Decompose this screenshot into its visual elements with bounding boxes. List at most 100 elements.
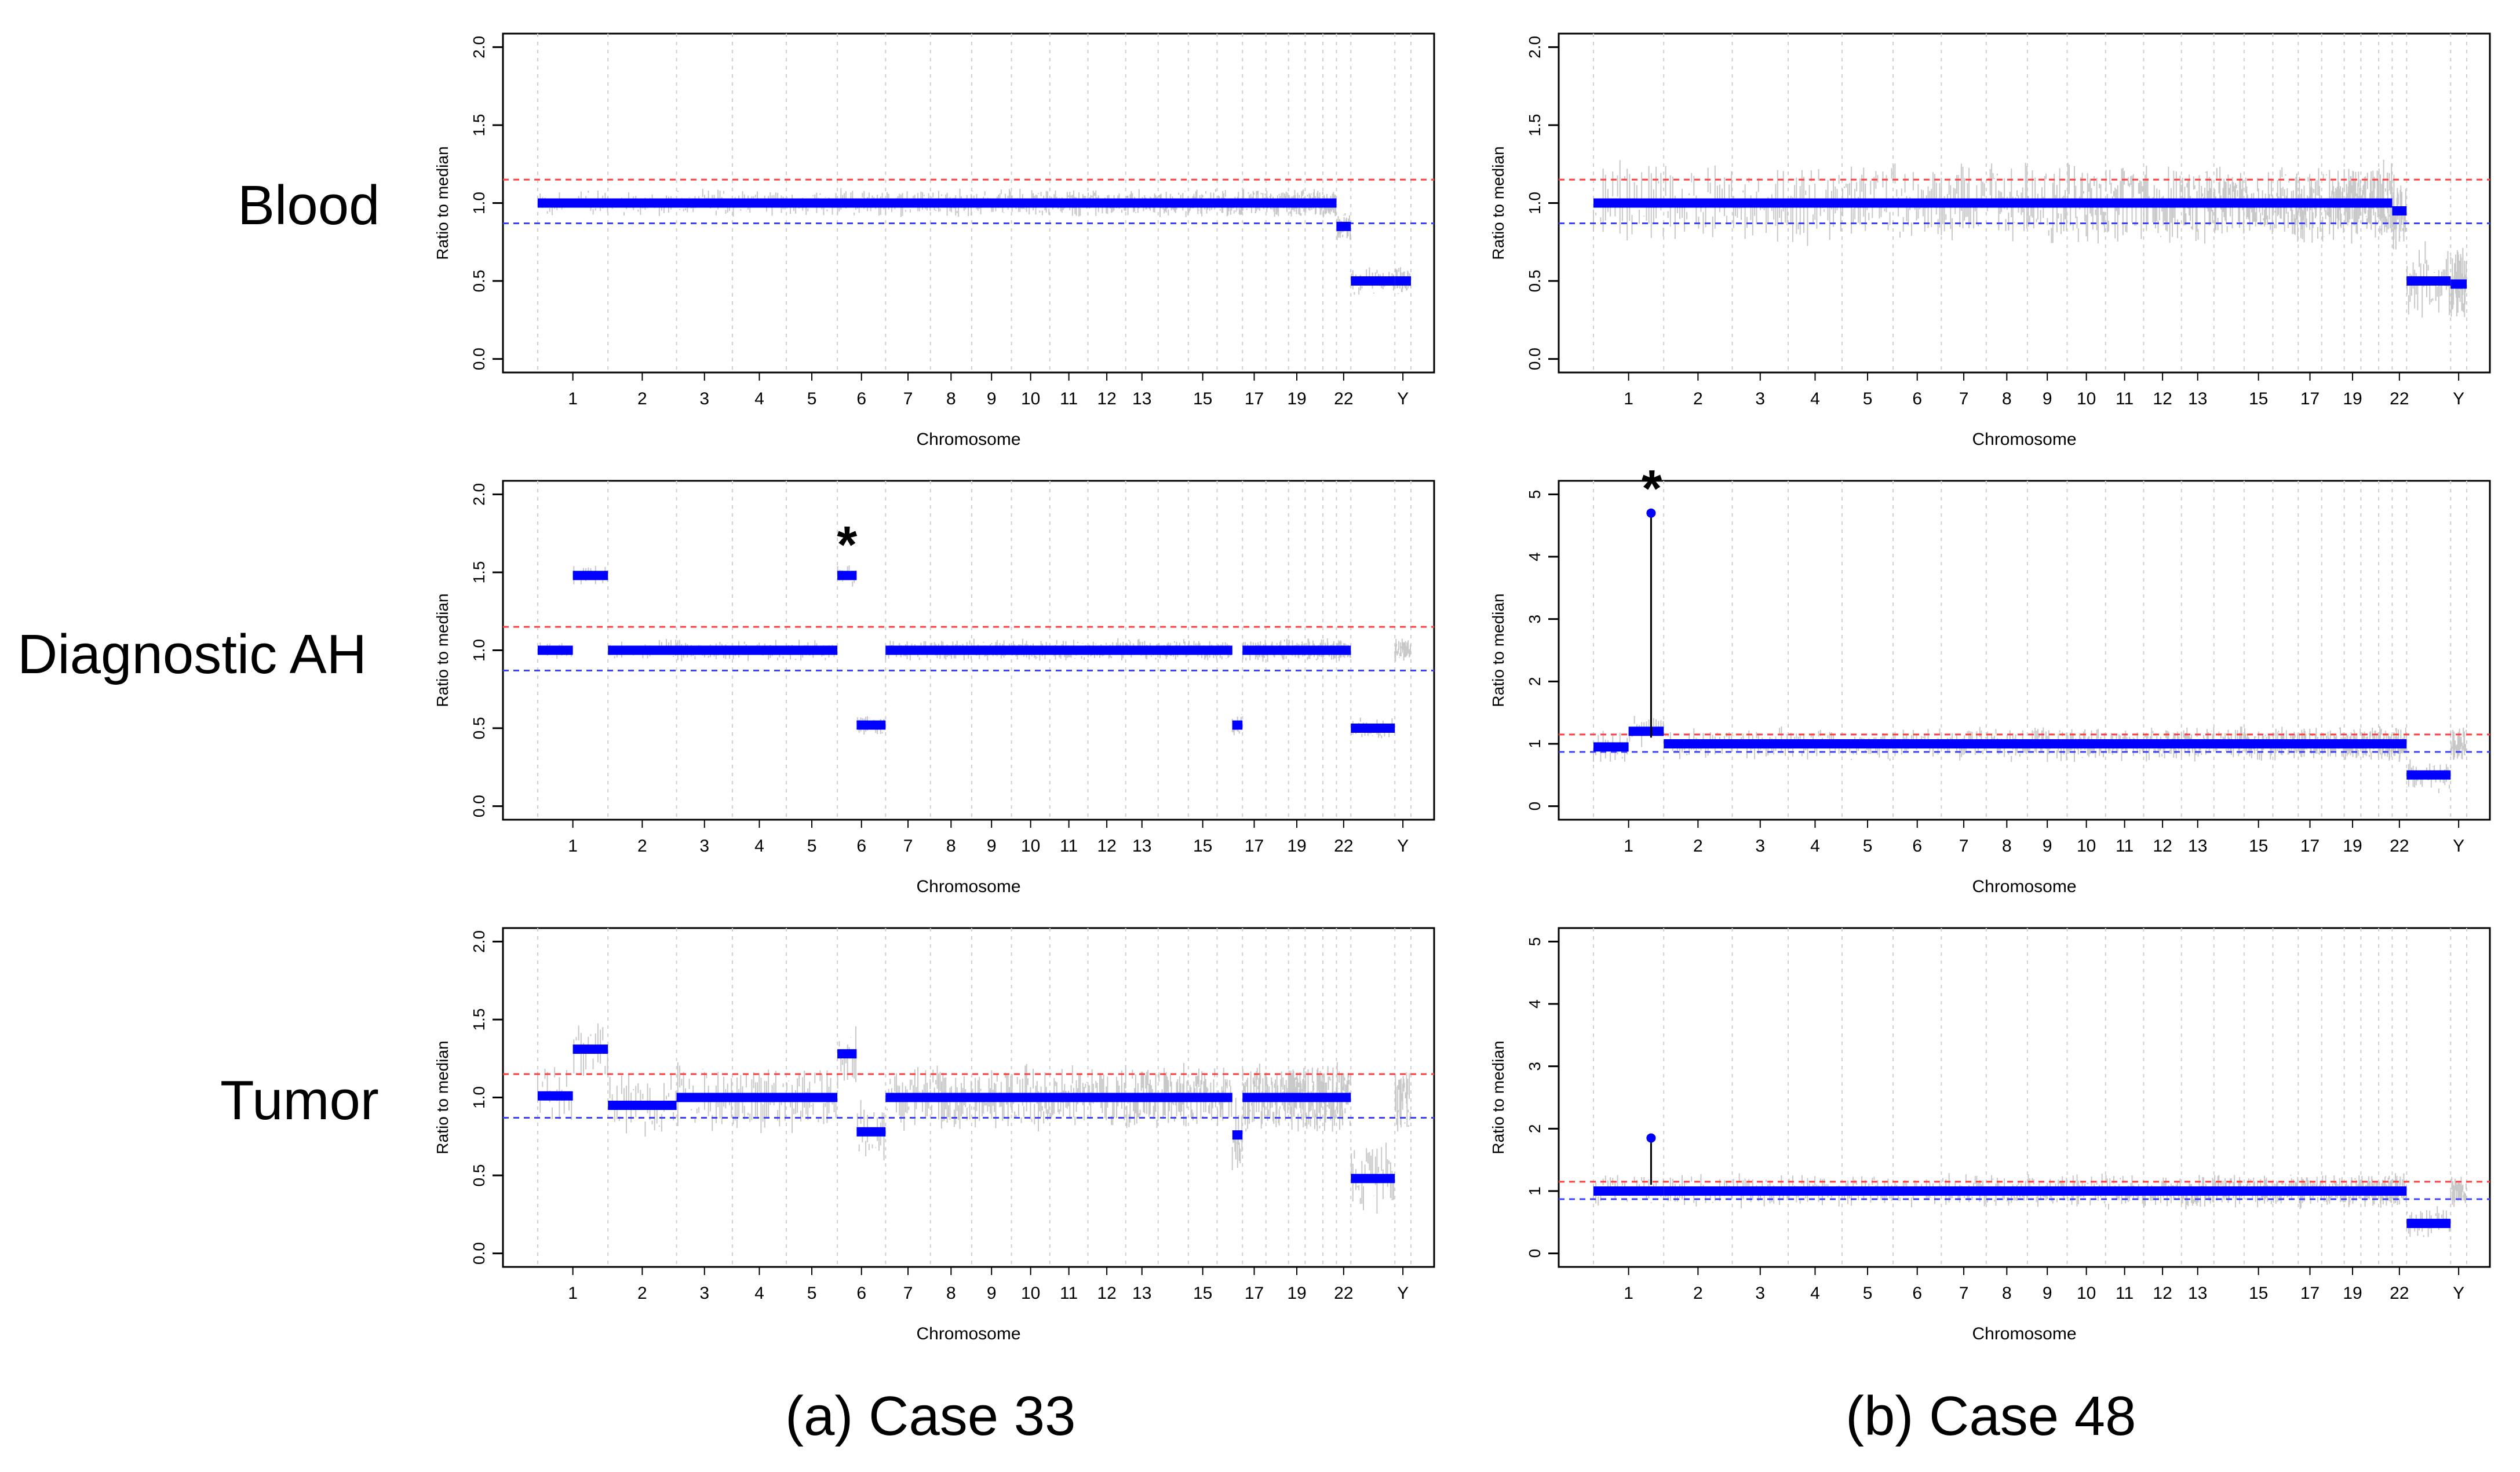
x-tick-label: 13 xyxy=(1132,1284,1151,1303)
y-tick-label: 1.5 xyxy=(470,561,488,583)
x-tick-label: 8 xyxy=(946,389,956,408)
x-tick-label: 10 xyxy=(1021,1284,1040,1303)
x-tick-label: 3 xyxy=(699,837,709,856)
x-tick-label: 11 xyxy=(1060,1284,1078,1303)
x-tick-label: 13 xyxy=(2188,1284,2207,1303)
x-tick-label: 6 xyxy=(1912,1284,1922,1303)
x-tick-label: 2 xyxy=(637,389,647,408)
x-tick-label: 3 xyxy=(1755,837,1765,856)
x-tick-label: 13 xyxy=(2188,389,2207,408)
x-tick-label: 19 xyxy=(1287,1284,1306,1303)
x-tick-label: 9 xyxy=(987,1284,997,1303)
x-tick-label: 3 xyxy=(1755,1284,1765,1303)
x-tick-label: 22 xyxy=(1334,1284,1353,1303)
x-tick-label: 2 xyxy=(1693,1284,1703,1303)
y-tick-label: 0.0 xyxy=(470,1242,488,1265)
x-tick-label: 7 xyxy=(903,389,913,408)
x-tick-label: Y xyxy=(2453,837,2464,856)
caption-case-48: (b) Case 48 xyxy=(1846,1385,2136,1447)
x-tick-label: 19 xyxy=(1287,389,1306,408)
x-tick-label: 11 xyxy=(2116,389,2134,408)
y-tick-label: 3 xyxy=(1526,1062,1544,1071)
x-tick-label: Y xyxy=(1397,389,1409,408)
x-tick-label: 15 xyxy=(2249,389,2268,408)
y-tick-label: 3 xyxy=(1526,615,1544,624)
x-tick-label: 4 xyxy=(1810,837,1820,856)
x-tick-label: 15 xyxy=(2249,1284,2268,1303)
x-tick-label: 5 xyxy=(1863,837,1873,856)
segment-point xyxy=(1646,508,1656,518)
x-tick-label: 8 xyxy=(2002,837,2012,856)
x-axis-label: Chromosome xyxy=(916,430,1020,449)
x-tick-label: 1 xyxy=(1624,1284,1633,1303)
y-tick-label: 5 xyxy=(1526,490,1544,499)
y-axis-label: Ratio to median xyxy=(1489,1040,1507,1154)
x-tick-label: 22 xyxy=(2390,389,2409,408)
x-tick-label: 4 xyxy=(754,1284,764,1303)
y-tick-label: 0.0 xyxy=(470,348,488,370)
x-tick-label: 1 xyxy=(568,1284,578,1303)
x-tick-label: 1 xyxy=(1624,389,1633,408)
y-tick-label: 1.5 xyxy=(470,114,488,136)
x-tick-label: 10 xyxy=(2077,1284,2096,1303)
x-tick-label: 9 xyxy=(2043,1284,2052,1303)
x-tick-label: 7 xyxy=(903,1284,913,1303)
x-tick-label: Y xyxy=(1397,837,1409,856)
x-tick-label: 4 xyxy=(754,837,764,856)
x-tick-label: 15 xyxy=(1193,389,1212,408)
x-tick-label: 13 xyxy=(1132,837,1151,856)
x-tick-label: 2 xyxy=(1693,389,1703,408)
x-tick-label: 2 xyxy=(637,837,647,856)
y-tick-label: 0.5 xyxy=(470,270,488,293)
x-tick-label: 9 xyxy=(987,389,997,408)
annotation-star: * xyxy=(837,516,857,574)
x-tick-label: 22 xyxy=(2390,837,2409,856)
x-tick-label: 12 xyxy=(2153,389,2172,408)
x-tick-label: 3 xyxy=(699,1284,709,1303)
y-axis-label: Ratio to median xyxy=(433,1040,451,1154)
x-tick-label: 7 xyxy=(1959,837,1969,856)
x-tick-label: 12 xyxy=(1097,389,1116,408)
x-tick-label: 17 xyxy=(2300,837,2320,856)
x-tick-label: 1 xyxy=(1624,837,1633,856)
x-tick-label: 22 xyxy=(1334,837,1353,856)
y-tick-label: 1.0 xyxy=(470,192,488,214)
y-tick-label: 5 xyxy=(1526,937,1544,947)
x-tick-label: 10 xyxy=(1021,837,1040,856)
x-tick-label: 8 xyxy=(2002,389,2012,408)
plot-frame xyxy=(1558,480,2491,821)
annotation-star: * xyxy=(1642,460,1662,518)
x-tick-label: 3 xyxy=(1755,389,1765,408)
y-tick-label: 0.5 xyxy=(1526,270,1544,293)
x-axis-label: Chromosome xyxy=(916,1324,1020,1343)
x-tick-label: 17 xyxy=(1245,389,1264,408)
x-tick-label: Y xyxy=(2453,389,2464,408)
x-tick-label: 8 xyxy=(946,1284,956,1303)
x-tick-label: 17 xyxy=(1245,1284,1264,1303)
x-tick-label: 1 xyxy=(568,389,578,408)
x-tick-label: 19 xyxy=(2343,837,2362,856)
x-tick-label: 2 xyxy=(1693,837,1703,856)
x-tick-label: 11 xyxy=(1060,389,1078,408)
x-tick-label: 22 xyxy=(2390,1284,2409,1303)
y-tick-label: 1.0 xyxy=(470,639,488,662)
x-tick-label: 4 xyxy=(1810,1284,1820,1303)
x-tick-label: 6 xyxy=(856,389,866,408)
x-tick-label: 5 xyxy=(807,837,817,856)
x-tick-label: 12 xyxy=(2153,1284,2172,1303)
y-tick-label: 1.0 xyxy=(1526,192,1544,214)
x-tick-label: 5 xyxy=(807,1284,817,1303)
x-tick-label: 12 xyxy=(1097,1284,1116,1303)
x-tick-label: 6 xyxy=(1912,837,1922,856)
y-tick-label: 1 xyxy=(1526,1186,1544,1196)
x-tick-label: 6 xyxy=(856,837,866,856)
plot-frame xyxy=(1558,927,2491,1268)
y-axis-label: Ratio to median xyxy=(1489,146,1507,260)
x-tick-label: 7 xyxy=(903,837,913,856)
x-tick-label: 22 xyxy=(1334,389,1353,408)
y-tick-label: 0.0 xyxy=(470,795,488,817)
